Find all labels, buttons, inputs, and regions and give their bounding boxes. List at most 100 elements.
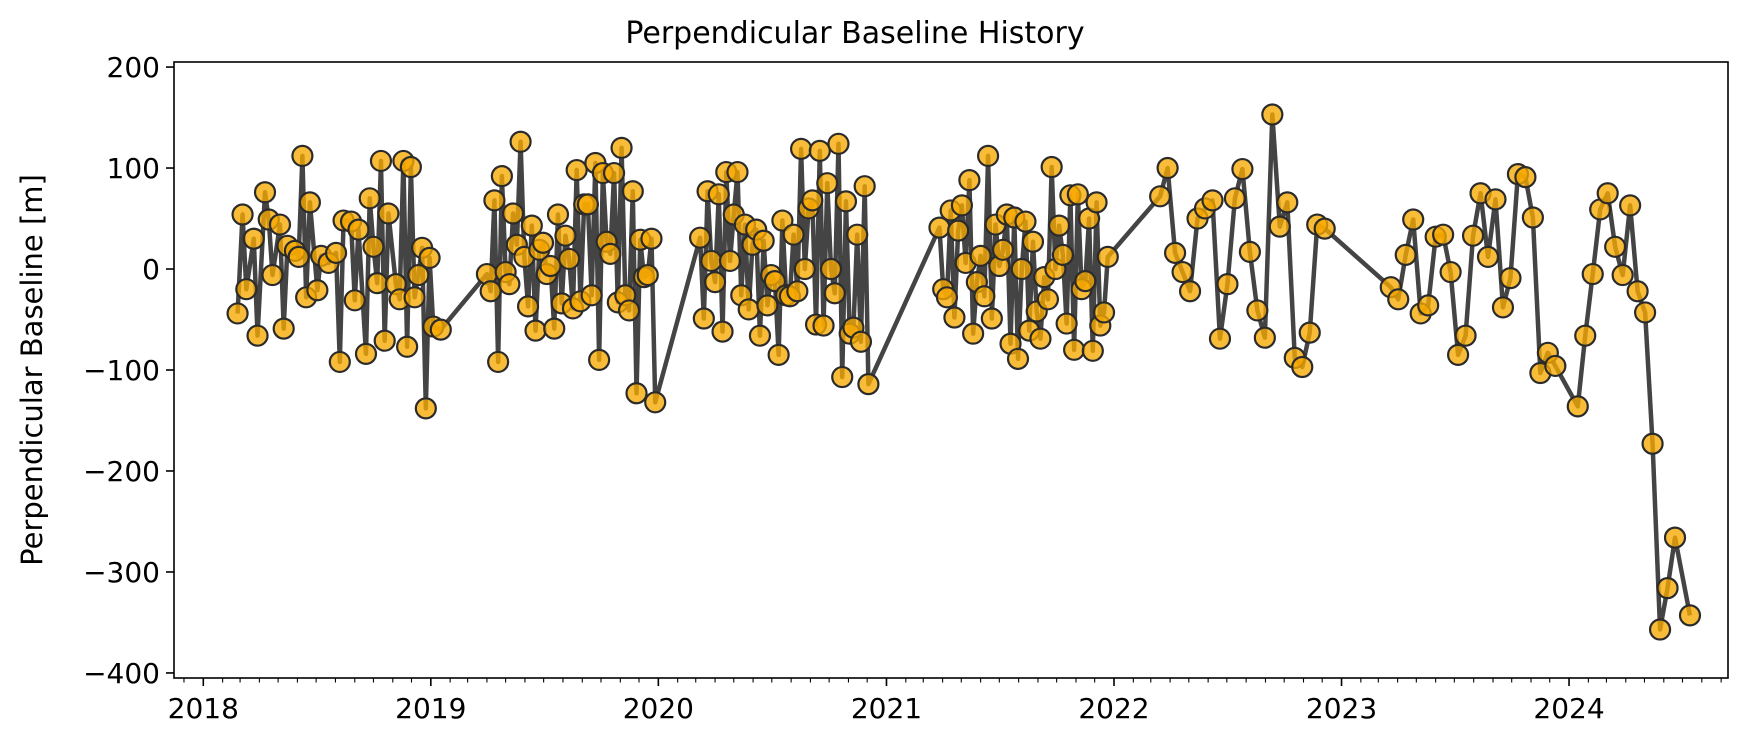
data-point [1566, 395, 1589, 418]
data-point [366, 272, 389, 295]
data-point [498, 273, 521, 296]
data-point [1156, 156, 1179, 180]
data-point [543, 317, 566, 340]
data-point [789, 137, 813, 160]
data-point [272, 317, 295, 340]
data-point [786, 280, 809, 303]
data-point [1581, 262, 1604, 286]
data-point [1238, 240, 1261, 263]
data-point [834, 190, 858, 213]
data-point [602, 161, 626, 185]
data-point [396, 335, 419, 358]
data-point [1484, 188, 1507, 211]
data-point [823, 282, 846, 305]
data-point [580, 284, 603, 307]
x-tick-label: 2023 [1306, 692, 1377, 725]
data-point [958, 169, 981, 192]
y-axis: 200 100 0 −100 −200 −300 −400 [83, 51, 174, 690]
y-tick-label: 100 [107, 152, 160, 185]
data-point [726, 160, 749, 184]
data-point [1096, 245, 1119, 268]
data-point [261, 263, 284, 287]
data-point [531, 231, 555, 254]
data-point [853, 175, 876, 198]
data-point [1223, 187, 1247, 210]
data-point [1253, 326, 1276, 349]
data-point [1663, 526, 1687, 549]
data-point [980, 307, 1003, 330]
data-point [621, 180, 644, 203]
data-point [287, 245, 310, 268]
data-point [1216, 273, 1239, 296]
data-point [246, 324, 269, 347]
data-point [373, 329, 396, 352]
data-point [1261, 103, 1284, 126]
data-point [991, 238, 1015, 261]
data-point [801, 189, 824, 212]
data-point [816, 172, 839, 195]
data-point [1596, 182, 1619, 205]
data-point [377, 202, 400, 225]
data-point [1055, 312, 1078, 335]
data-point [1461, 224, 1485, 247]
data-point [703, 271, 727, 294]
data-point [1010, 257, 1033, 281]
y-tick-label: 0 [142, 253, 160, 286]
data-point [347, 218, 370, 241]
data-point [1231, 157, 1254, 181]
data-point [819, 257, 843, 281]
data-point [235, 278, 258, 301]
data-point [1313, 217, 1336, 240]
data-point [1499, 267, 1522, 290]
data-point [1656, 577, 1679, 600]
data-point [324, 241, 348, 264]
x-tick-label: 2024 [1533, 692, 1604, 725]
data-point [782, 223, 805, 246]
data-point [407, 263, 430, 287]
data-point [298, 191, 321, 214]
data-point [369, 149, 393, 173]
y-tick-label: −400 [83, 657, 160, 690]
data-point [636, 263, 659, 287]
data-point [1291, 355, 1314, 379]
data-point [599, 242, 622, 265]
x-axis: 2018 2019 2020 2021 2022 2023 2024 [168, 678, 1722, 725]
data-point [546, 203, 570, 226]
data-point [268, 213, 292, 236]
data-point [483, 189, 506, 212]
data-point [524, 319, 547, 342]
data-point [1051, 243, 1074, 266]
data-point [1641, 432, 1664, 455]
data-point [399, 155, 422, 179]
data-point [253, 181, 277, 204]
data-point [1066, 183, 1089, 206]
y-tick-label: −300 [83, 556, 160, 589]
data-point [1074, 270, 1097, 293]
data-point [520, 214, 543, 237]
data-point [1402, 208, 1425, 231]
data-point [808, 139, 831, 162]
data-point [1394, 243, 1417, 266]
data-point [857, 373, 880, 396]
data-point [1476, 245, 1500, 268]
plot-area [226, 103, 1702, 641]
data-point [969, 244, 992, 267]
data-point [1574, 324, 1597, 347]
data-point [501, 202, 525, 225]
data-point [1298, 321, 1321, 344]
data-point [640, 227, 663, 250]
data-point [943, 306, 966, 329]
data-point [306, 279, 329, 302]
data-point [737, 298, 760, 321]
data-point [1439, 260, 1462, 284]
data-point [1201, 189, 1224, 212]
x-tick-label: 2022 [1078, 692, 1149, 725]
data-point [509, 130, 532, 153]
data-point [935, 286, 959, 309]
y-tick-label: 200 [107, 51, 160, 84]
data-point [1163, 241, 1187, 264]
data-point [831, 365, 854, 389]
data-point [947, 219, 970, 242]
data-point [1178, 280, 1202, 303]
data-point [576, 193, 600, 216]
